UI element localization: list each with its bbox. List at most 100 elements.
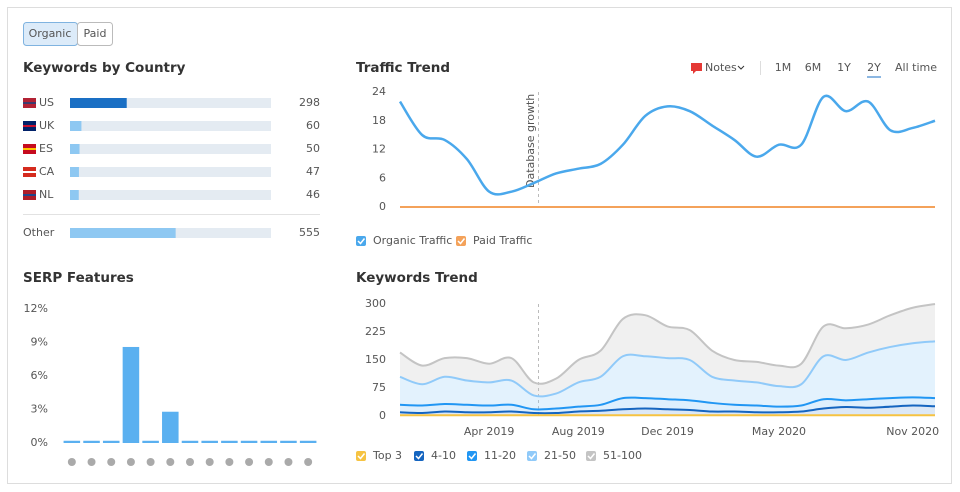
section-title: Keywords by Country — [23, 60, 186, 76]
country-label[interactable]: ES — [39, 142, 53, 155]
flag — [23, 125, 36, 127]
section-title: Keywords Trend — [356, 270, 478, 286]
tab-label[interactable]: Organic — [29, 27, 72, 40]
annotation: Database growth — [524, 94, 537, 188]
tab[interactable] — [77, 22, 113, 46]
y-tick-label: 225 — [365, 325, 386, 338]
range-button[interactable]: 2Y — [867, 61, 881, 74]
y-tick-label: 75 — [372, 381, 386, 394]
range-button[interactable]: 1Y — [837, 61, 851, 74]
area — [400, 397, 935, 414]
feature-icon — [225, 458, 234, 466]
feature-icon — [245, 458, 254, 466]
feature-icon — [126, 458, 135, 466]
check — [587, 453, 596, 460]
x-tick-label: May 2020 — [752, 425, 806, 438]
bar-track — [70, 167, 271, 177]
value-label[interactable]: 50 — [306, 142, 320, 155]
area — [400, 405, 935, 416]
legend-label[interactable]: 4-10 — [431, 449, 456, 462]
bar-track — [70, 98, 271, 108]
feature-icon — [146, 458, 155, 466]
y-tick-label: 0% — [31, 436, 48, 449]
range-button[interactable]: All time — [895, 61, 937, 74]
legend-label[interactable]: Top 3 — [372, 449, 402, 462]
y-tick-label: 6% — [31, 369, 48, 382]
check — [357, 453, 366, 460]
y-tick-label: 0 — [379, 200, 386, 213]
area — [400, 341, 935, 410]
country-label[interactable]: NL — [39, 188, 54, 201]
y-tick-label: 3% — [31, 403, 48, 416]
area-line — [399, 404, 936, 415]
country-label[interactable]: US — [39, 96, 54, 109]
area — [400, 304, 935, 397]
bar — [102, 440, 120, 443]
feature-icon — [205, 458, 214, 466]
legend-label[interactable]: 11-20 — [484, 449, 516, 462]
value-label: 555 — [299, 226, 320, 239]
country-label[interactable]: UK — [39, 119, 55, 132]
check — [457, 238, 466, 245]
chevron — [737, 65, 745, 70]
bar — [142, 440, 159, 443]
x-tick-label: Dec 2019 — [641, 425, 694, 438]
x-tick-label: Apr 2019 — [464, 425, 515, 438]
y-tick-label: 0 — [379, 409, 386, 422]
legend-checkbox[interactable] — [527, 451, 537, 461]
legend-checkbox[interactable] — [356, 236, 366, 246]
y-tick-label: 24 — [372, 85, 386, 98]
bar — [201, 440, 218, 443]
legend-checkbox[interactable] — [414, 451, 424, 461]
bar — [63, 440, 81, 443]
value-label[interactable]: 298 — [299, 96, 320, 109]
bar — [70, 228, 176, 238]
y-tick-label: 9% — [31, 336, 48, 349]
section-title: Traffic Trend — [356, 60, 450, 76]
bar — [240, 440, 258, 443]
area-line — [399, 340, 936, 398]
bar — [280, 440, 297, 443]
value-label[interactable]: 47 — [306, 165, 320, 178]
feature-icon — [284, 458, 293, 466]
legend-label[interactable]: 21-50 — [544, 449, 576, 462]
area-line — [399, 396, 936, 411]
check — [528, 453, 537, 460]
legend-label[interactable]: Organic Traffic — [373, 234, 452, 247]
flag — [23, 102, 36, 104]
feature-icon — [186, 458, 194, 466]
value-label[interactable]: 60 — [306, 119, 320, 132]
check — [357, 238, 366, 245]
legend-label[interactable]: Paid Traffic — [473, 234, 532, 247]
bar-track — [70, 121, 271, 131]
y-tick-label: 150 — [365, 353, 386, 366]
y-tick-label: 12% — [24, 302, 48, 315]
x-tick-label: Aug 2019 — [552, 425, 605, 438]
check — [415, 453, 424, 460]
legend-checkbox[interactable] — [586, 451, 596, 461]
y-tick-label: 300 — [365, 297, 386, 310]
bar — [221, 440, 238, 443]
country-label[interactable]: CA — [39, 165, 55, 178]
value-label[interactable]: 46 — [306, 188, 320, 201]
section-title: SERP Features — [23, 270, 134, 286]
range-button[interactable]: 1M — [775, 61, 792, 74]
bar-track — [70, 144, 271, 154]
tab-label[interactable]: Paid — [84, 27, 107, 40]
feature-icon — [304, 458, 313, 466]
range-button[interactable]: 6M — [805, 61, 822, 74]
legend-label[interactable]: 51-100 — [603, 449, 642, 462]
line — [398, 94, 936, 196]
bar — [260, 440, 278, 443]
bar — [181, 440, 199, 443]
country-label: Other — [23, 226, 55, 239]
notes-button[interactable]: Notes — [705, 61, 737, 74]
bar — [70, 121, 82, 131]
legend-checkbox[interactable] — [467, 451, 477, 461]
legend-checkbox[interactable] — [356, 451, 366, 461]
bar — [162, 411, 179, 443]
card — [7, 7, 952, 484]
legend-checkbox[interactable] — [456, 236, 466, 246]
